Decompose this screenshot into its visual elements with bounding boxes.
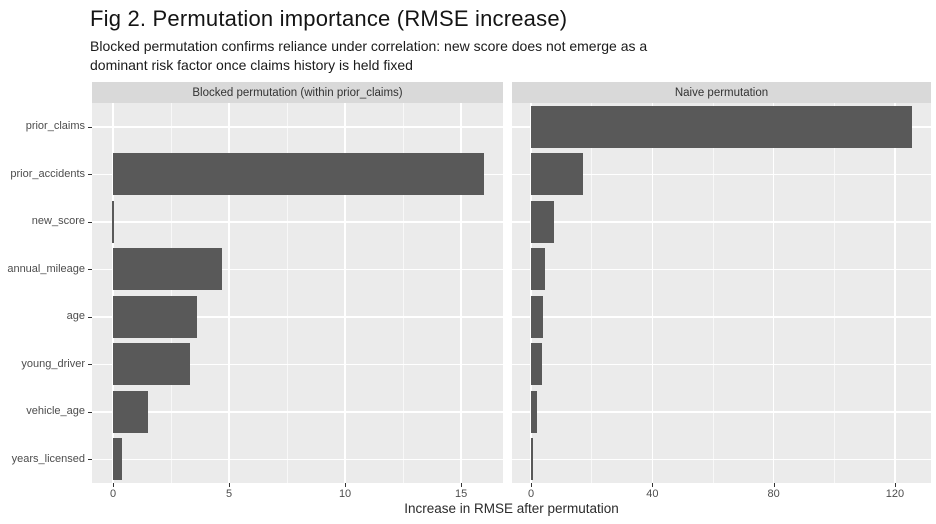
- grid-major-y: [512, 221, 931, 223]
- grid-major-y: [92, 316, 503, 318]
- grid-major-y: [92, 411, 503, 413]
- y-axis-tick: [88, 126, 92, 128]
- y-axis-tick: [88, 411, 92, 413]
- bar: [531, 200, 555, 243]
- facet-strip-label: Blocked permutation (within prior_claims…: [192, 86, 403, 99]
- x-axis-tick: [773, 483, 775, 487]
- x-tick-label: 40: [646, 488, 659, 500]
- grid-major-x: [530, 103, 532, 483]
- grid-major-y: [512, 316, 931, 318]
- grid-major-y: [512, 268, 931, 270]
- y-axis-label: vehicle_age: [26, 405, 85, 418]
- x-tick-label: 15: [454, 488, 468, 500]
- grid-minor-x: [833, 103, 835, 483]
- y-axis-label: new_score: [31, 215, 85, 228]
- x-tick-label: 0: [527, 488, 535, 500]
- panel: [512, 103, 931, 483]
- bar: [531, 295, 544, 338]
- facet-strip: Naive permutation: [512, 82, 931, 103]
- bar: [531, 105, 912, 148]
- grid-major-y: [512, 411, 931, 413]
- grid-major-y: [512, 363, 931, 365]
- y-axis-tick: [88, 221, 92, 223]
- facet-strip-label: Naive permutation: [674, 86, 769, 99]
- grid-major-y: [92, 363, 503, 365]
- y-axis-tick: [88, 364, 92, 366]
- grid-major-x: [112, 103, 114, 483]
- x-axis-tick: [652, 483, 654, 487]
- bar: [113, 343, 190, 386]
- facet-strip: Blocked permutation (within prior_claims…: [92, 82, 503, 103]
- grid-major-y: [512, 173, 931, 175]
- grid-major-y: [92, 221, 503, 223]
- y-axis-tick: [88, 174, 92, 176]
- x-axis-tick: [461, 483, 463, 487]
- bar: [113, 153, 485, 196]
- bar: [113, 295, 197, 338]
- grid-major-y: [512, 458, 931, 460]
- y-axis-label: years_licensed: [11, 452, 85, 465]
- grid-minor-x: [402, 103, 404, 483]
- y-axis-tick: [88, 316, 92, 318]
- grid-minor-x: [712, 103, 714, 483]
- subtitle-line-1: Blocked permutation confirms reliance un…: [90, 38, 648, 54]
- bar: [531, 343, 542, 386]
- subtitle-line-2: dominant risk factor once claims history…: [90, 56, 413, 73]
- grid-major-y: [92, 458, 503, 460]
- bar: [113, 248, 223, 291]
- bar: [531, 390, 538, 433]
- x-axis-tick: [345, 483, 347, 487]
- bar: [531, 438, 533, 481]
- grid-minor-x: [591, 103, 593, 483]
- chart-subtitle: Blocked permutation confirms reliance un…: [90, 37, 647, 74]
- grid-major-y: [92, 126, 503, 128]
- x-axis-tick: [894, 483, 896, 487]
- y-axis-label: prior_claims: [25, 120, 85, 133]
- grid-minor-x: [170, 103, 172, 483]
- y-axis-label: prior_accidents: [10, 167, 85, 180]
- x-tick-label: 5: [225, 488, 233, 500]
- x-tick-label: 120: [885, 488, 905, 500]
- grid-major-x: [228, 103, 230, 483]
- panel: [92, 103, 503, 483]
- grid-major-x: [651, 103, 654, 483]
- y-axis-label: annual_mileage: [7, 262, 85, 275]
- bar: [113, 438, 123, 481]
- grid-minor-x: [286, 103, 288, 483]
- x-axis-tick: [113, 483, 114, 487]
- x-tick-label: 80: [767, 488, 780, 500]
- x-axis-title: Increase in RMSE after permutation: [404, 501, 619, 516]
- y-axis-tick: [88, 459, 92, 461]
- bar: [113, 390, 148, 433]
- x-tick-label: 0: [109, 488, 117, 500]
- y-axis-label: age: [66, 310, 85, 323]
- grid-major-x: [772, 103, 775, 483]
- bar: [111, 200, 114, 243]
- grid-major-x: [460, 103, 462, 483]
- grid-major-x: [344, 103, 346, 483]
- y-axis-tick: [88, 269, 92, 271]
- chart-title: Fig 2. Permutation importance (RMSE incr…: [90, 6, 568, 31]
- bar: [531, 248, 545, 291]
- x-tick-label: 10: [338, 488, 352, 500]
- y-axis-label: young_driver: [21, 357, 85, 370]
- x-axis-tick: [229, 483, 231, 487]
- grid-major-x: [894, 103, 896, 483]
- x-axis-tick: [531, 483, 533, 487]
- grid-major-y: [92, 268, 503, 270]
- bar: [531, 153, 583, 196]
